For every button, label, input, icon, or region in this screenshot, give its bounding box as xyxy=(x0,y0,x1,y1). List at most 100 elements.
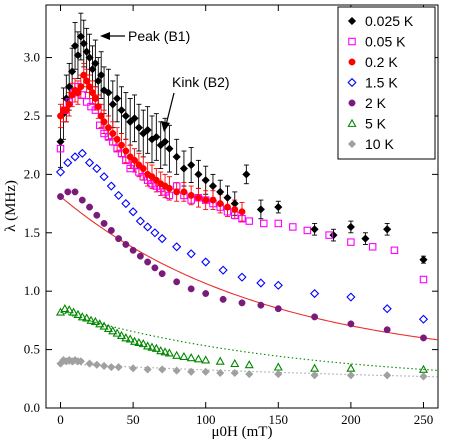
legend-marker xyxy=(348,99,356,107)
data-point xyxy=(329,230,338,240)
data-point xyxy=(144,258,152,266)
data-point xyxy=(73,309,83,318)
data-point xyxy=(152,132,161,142)
data-point xyxy=(164,348,174,357)
data-point xyxy=(93,211,101,219)
data-point xyxy=(245,217,254,225)
data-point xyxy=(383,326,391,334)
y-tick-label: 0.0 xyxy=(24,400,40,415)
data-point xyxy=(84,158,95,168)
data-point xyxy=(179,351,189,361)
data-point xyxy=(193,354,203,363)
fit-curves xyxy=(60,196,439,378)
data-point xyxy=(310,225,319,234)
data-point xyxy=(56,144,65,153)
data-point xyxy=(99,172,109,182)
data-point xyxy=(151,264,159,272)
data-point xyxy=(202,196,210,204)
data-point xyxy=(274,202,283,212)
data-point xyxy=(80,71,88,79)
data-point xyxy=(73,51,83,60)
data-point xyxy=(219,295,227,303)
data-point xyxy=(242,170,251,179)
data-point xyxy=(160,347,170,356)
data-point xyxy=(208,181,218,191)
data-point xyxy=(148,179,156,188)
legend-label: 0.2 K xyxy=(365,54,398,70)
data-point xyxy=(70,41,80,51)
kink-arrowhead xyxy=(161,121,170,132)
data-point xyxy=(383,225,392,234)
fit-curve xyxy=(60,196,439,341)
data-point xyxy=(216,187,225,197)
data-point xyxy=(109,130,117,137)
data-point xyxy=(116,330,127,340)
data-point xyxy=(108,100,117,109)
y-tick-label: 1.5 xyxy=(24,225,40,240)
data-point xyxy=(165,184,173,192)
data-point xyxy=(130,336,140,345)
data-point xyxy=(383,371,392,380)
data-point xyxy=(91,59,100,68)
data-point xyxy=(104,88,113,97)
data-point xyxy=(92,360,101,369)
data-point xyxy=(215,356,225,365)
data-point xyxy=(134,337,144,347)
data-point xyxy=(78,196,86,204)
data-point xyxy=(303,226,312,235)
data-point xyxy=(130,114,139,123)
data-point xyxy=(79,39,88,48)
data-point xyxy=(70,152,80,162)
data-point xyxy=(325,231,333,239)
data-point xyxy=(107,226,115,234)
x-tick-label: 0 xyxy=(57,412,64,427)
data-point xyxy=(310,363,320,372)
data-point xyxy=(114,190,124,200)
legend-marker xyxy=(347,118,357,127)
data-point xyxy=(55,167,66,177)
data-point xyxy=(125,334,135,343)
data-point xyxy=(231,205,239,213)
data-point xyxy=(69,307,79,316)
legend-marker xyxy=(348,58,356,66)
data-point xyxy=(273,280,283,290)
data-point xyxy=(218,265,228,275)
data-point xyxy=(274,305,282,313)
data-point xyxy=(112,94,122,103)
y-tick-label: 1.0 xyxy=(24,283,40,298)
data-point xyxy=(76,32,85,41)
data-point xyxy=(76,357,85,366)
data-point xyxy=(194,194,202,202)
data-point xyxy=(99,361,109,371)
data-point xyxy=(256,278,266,288)
data-point xyxy=(122,156,130,165)
legend-marker xyxy=(348,37,356,46)
data-point xyxy=(187,191,195,199)
data-point xyxy=(216,200,224,208)
data-point xyxy=(245,369,254,379)
data-point xyxy=(223,193,232,202)
data-point xyxy=(94,76,103,86)
data-point xyxy=(83,77,91,85)
data-point xyxy=(85,53,94,62)
data-point xyxy=(100,118,108,126)
data-point xyxy=(77,148,87,158)
data-point xyxy=(97,112,105,120)
data-point xyxy=(118,141,125,149)
data-point xyxy=(108,326,118,335)
data-point xyxy=(419,275,428,284)
data-point xyxy=(257,301,265,309)
x-tick-label: 150 xyxy=(269,412,289,427)
kink-arrow xyxy=(165,92,175,126)
data-point xyxy=(187,285,195,293)
y-tick-label: 2.5 xyxy=(24,108,40,123)
data-point xyxy=(57,112,64,120)
data-point xyxy=(85,359,94,368)
data-point xyxy=(216,368,225,378)
data-point xyxy=(156,346,166,355)
annotation-peak: Peak (B1) xyxy=(100,28,190,44)
data-point xyxy=(115,235,123,243)
data-point xyxy=(419,255,428,264)
data-point xyxy=(274,219,283,228)
x-tick-label: 50 xyxy=(127,412,140,427)
